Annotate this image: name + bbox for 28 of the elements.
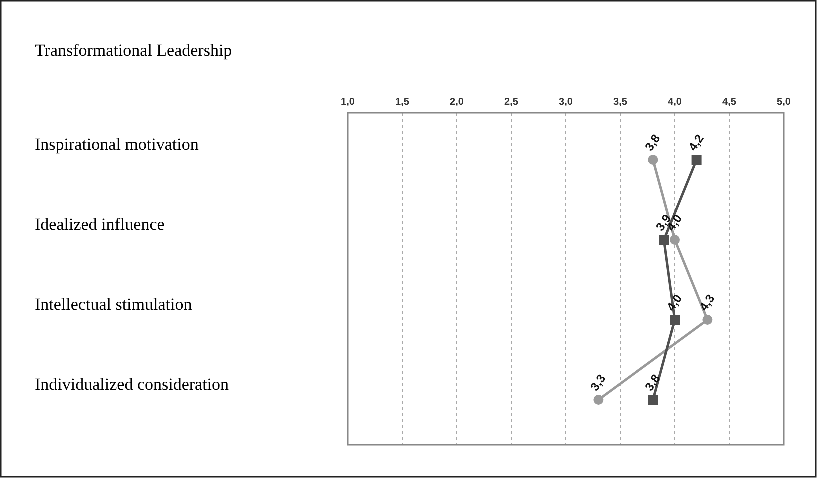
text: Transformational Leadership xyxy=(35,41,232,60)
point xyxy=(648,395,658,405)
x-tick-label: 3,0 xyxy=(559,97,574,108)
data-label: 3,3 xyxy=(588,372,609,394)
point xyxy=(594,395,604,405)
x-tick-label: 1,5 xyxy=(396,97,410,108)
data-label: 3,8 xyxy=(642,372,664,394)
y-tick-label: Individualized consideration xyxy=(35,375,230,394)
y-tick-label: Idealized influence xyxy=(35,215,165,234)
x-tick-label: 1,0 xyxy=(341,97,356,108)
data-label: 4,3 xyxy=(696,292,718,314)
x-tick-label: 4,0 xyxy=(668,97,682,108)
x-tick-label: 2,5 xyxy=(504,97,519,108)
point xyxy=(648,155,658,165)
data-label: 4,2 xyxy=(686,132,708,154)
x-tick-label: 5,0 xyxy=(777,97,792,108)
point xyxy=(670,315,680,325)
data-label: 3,8 xyxy=(642,132,664,154)
data-label: 4,0 xyxy=(664,292,686,314)
x-tick-label: 4,5 xyxy=(722,97,737,108)
x-tick-label: 2,0 xyxy=(450,97,464,108)
point xyxy=(670,235,680,245)
point xyxy=(692,155,702,165)
point xyxy=(702,315,713,325)
point xyxy=(659,235,670,245)
y-tick-label: Inspirational motivation xyxy=(35,135,200,154)
y-tick-label: Intellectual stimulation xyxy=(35,295,193,314)
x-tick-label: 3,5 xyxy=(614,97,628,108)
